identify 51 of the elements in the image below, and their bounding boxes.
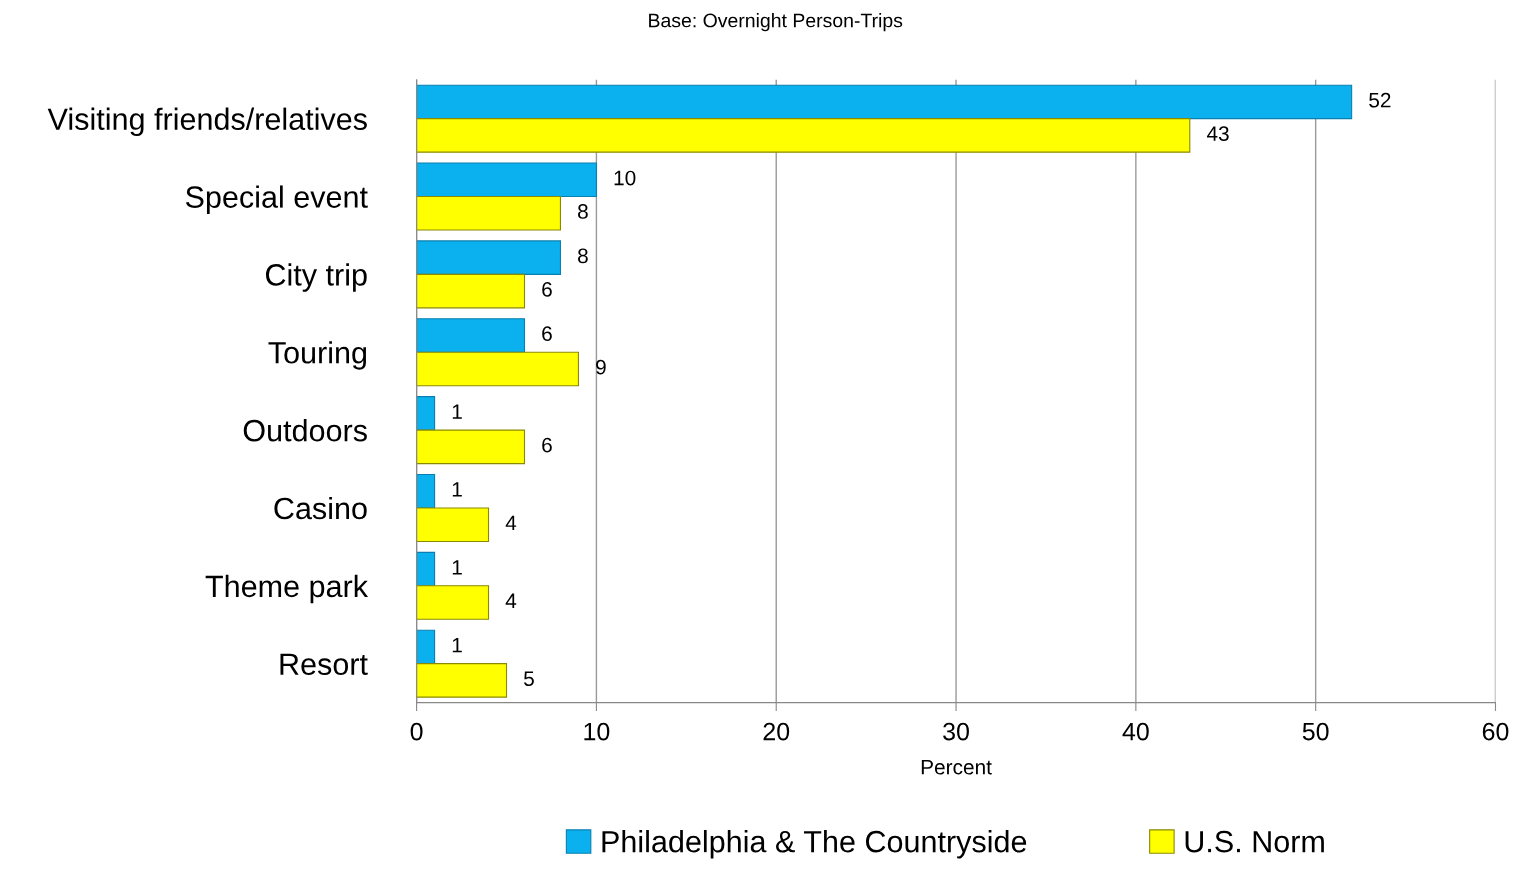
bar bbox=[416, 473, 436, 509]
bar bbox=[416, 663, 508, 698]
y-tick-label: Touring bbox=[268, 341, 367, 370]
bar bbox=[416, 318, 526, 353]
legend-label: Philadelphia & The Countryside bbox=[602, 830, 1027, 859]
bar bbox=[416, 351, 579, 387]
bar bbox=[416, 195, 562, 231]
x-tick-label: 0 bbox=[410, 722, 423, 741]
bar bbox=[416, 84, 1353, 120]
x-tick-label: 10 bbox=[584, 722, 610, 741]
y-tick-label: Visiting friends/relatives bbox=[47, 107, 367, 137]
y-tick-label: Outdoors bbox=[243, 419, 367, 442]
data-label: 10 bbox=[614, 170, 636, 186]
y-tick-label: Special event bbox=[185, 185, 368, 214]
x-axis-title: Percent bbox=[921, 760, 992, 775]
bar bbox=[416, 629, 436, 665]
bar bbox=[416, 240, 562, 275]
data-label: 1 bbox=[452, 560, 462, 575]
data-label: 1 bbox=[452, 482, 462, 497]
data-label: 8 bbox=[578, 248, 588, 264]
bar bbox=[416, 118, 1191, 153]
data-label: 1 bbox=[452, 637, 462, 653]
x-tick-label: 40 bbox=[1122, 722, 1149, 741]
x-tick-label: 30 bbox=[943, 722, 969, 741]
x-tick-label: 50 bbox=[1302, 722, 1329, 741]
data-label: 52 bbox=[1369, 92, 1391, 108]
data-label: 6 bbox=[542, 281, 552, 297]
data-label: 6 bbox=[542, 326, 552, 342]
data-label: 5 bbox=[524, 671, 534, 686]
bar bbox=[416, 429, 526, 465]
data-label: 4 bbox=[505, 515, 517, 531]
bar bbox=[416, 585, 490, 620]
bar bbox=[416, 273, 526, 309]
chart-title: Base: Overnight Person-Trips bbox=[649, 13, 903, 32]
bar bbox=[416, 551, 436, 587]
data-label: 8 bbox=[578, 204, 588, 219]
data-label: 1 bbox=[452, 404, 462, 419]
data-label: 4 bbox=[505, 593, 517, 608]
y-tick-label: Casino bbox=[274, 496, 367, 520]
data-label: 9 bbox=[596, 359, 606, 375]
y-tick-label: Theme park bbox=[205, 574, 369, 604]
bar bbox=[416, 162, 597, 198]
bar bbox=[416, 396, 436, 431]
y-tick-label: City trip bbox=[265, 263, 367, 292]
bar bbox=[416, 507, 490, 542]
data-label: 43 bbox=[1206, 126, 1229, 141]
legend-label: U.S. Norm bbox=[1185, 830, 1324, 853]
x-tick-label: 60 bbox=[1482, 722, 1509, 741]
y-tick-label: Resort bbox=[280, 653, 368, 676]
data-label: 6 bbox=[542, 437, 552, 453]
x-tick-label: 20 bbox=[763, 722, 790, 741]
